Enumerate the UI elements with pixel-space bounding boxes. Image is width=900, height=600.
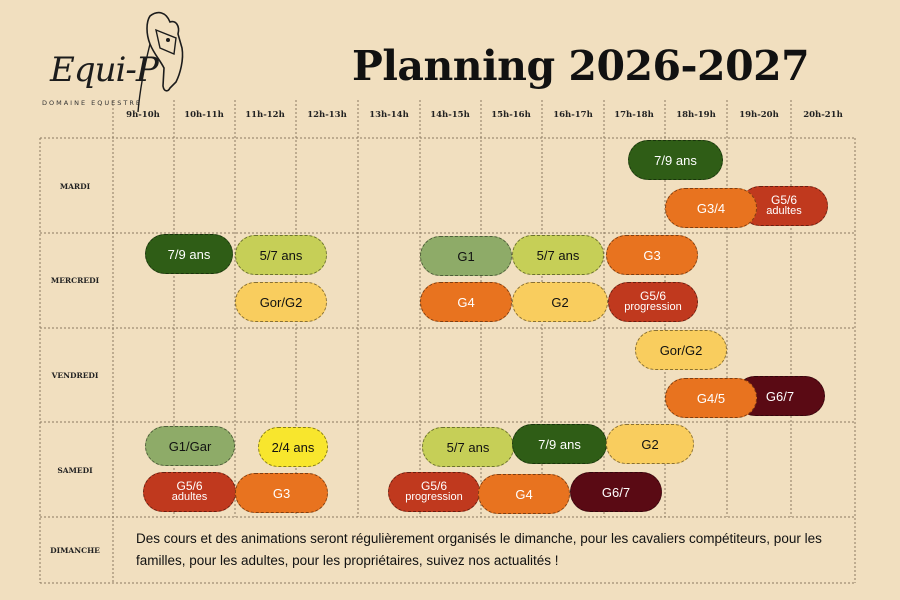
session-pill: G3	[606, 235, 698, 275]
session-pill: G2	[606, 424, 694, 464]
session-pill: G4/5	[665, 378, 757, 418]
session-pill: G5/6 progression	[388, 472, 480, 512]
session-pill: G5/6 adultes	[143, 472, 236, 512]
day-label-mercredi: MERCREDI	[50, 276, 100, 285]
session-pill: 5/7 ans	[512, 235, 604, 275]
hour-header: 19h-20h	[739, 110, 779, 120]
session-pill: G2	[512, 282, 608, 322]
session-pill: G4	[478, 474, 570, 514]
hour-header: 16h-17h	[553, 110, 593, 120]
session-pill: Gor/G2	[235, 282, 327, 322]
day-label-dimanche: DIMANCHE	[50, 546, 100, 555]
session-pill: 5/7 ans	[422, 427, 514, 467]
day-label-mardi: MARDI	[59, 182, 91, 191]
hour-header: 13h-14h	[369, 110, 409, 120]
session-pill: G1	[420, 236, 512, 276]
logo-text: Equi-P	[50, 50, 159, 90]
session-pill: 7/9 ans	[512, 424, 607, 464]
session-pill: G6/7	[570, 472, 662, 512]
day-label-vendredi: VENDREDI	[51, 371, 99, 380]
hour-header: 17h-18h	[614, 110, 654, 120]
session-label: G5/6	[176, 479, 203, 493]
session-pill: G3	[235, 473, 328, 513]
hour-header: 11h-12h	[245, 110, 285, 120]
session-label: G5/6	[770, 193, 797, 207]
day-label-samedi: SAMEDI	[57, 466, 93, 475]
session-sublabel: adultes	[766, 205, 802, 217]
hour-header: 20h-21h	[803, 110, 843, 120]
session-sublabel: progression	[405, 491, 463, 503]
session-pill: 7/9 ans	[145, 234, 233, 274]
session-pill: 2/4 ans	[258, 427, 328, 467]
hour-header: 12h-13h	[307, 110, 347, 120]
logo: Equi-P DOMAINE EQUESTRE	[38, 8, 203, 113]
session-pill: G3/4	[665, 188, 757, 228]
page-title: Planning 2026-2027	[352, 42, 810, 90]
session-sublabel: progression	[624, 301, 682, 313]
session-pill: G1/Gar	[145, 426, 235, 466]
logo-subtitle: DOMAINE EQUESTRE	[42, 99, 142, 107]
hour-header: 14h-15h	[430, 110, 470, 120]
dimanche-note: Des cours et des animations seront régul…	[136, 531, 822, 568]
hour-header: 15h-16h	[491, 110, 531, 120]
session-label: G5/6	[639, 289, 666, 303]
session-pill: G5/6 progression	[608, 282, 698, 322]
session-pill: Gor/G2	[635, 330, 727, 370]
session-pill: G4	[420, 282, 512, 322]
hour-header: 10h-11h	[184, 110, 224, 120]
hour-header: 9h-10h	[126, 110, 160, 120]
session-pill: 5/7 ans	[235, 235, 327, 275]
horse-head-icon	[137, 11, 184, 113]
hour-header: 18h-19h	[676, 110, 716, 120]
session-label: G5/6	[420, 479, 447, 493]
session-sublabel: adultes	[171, 491, 208, 503]
session-pill: 7/9 ans	[628, 140, 723, 180]
